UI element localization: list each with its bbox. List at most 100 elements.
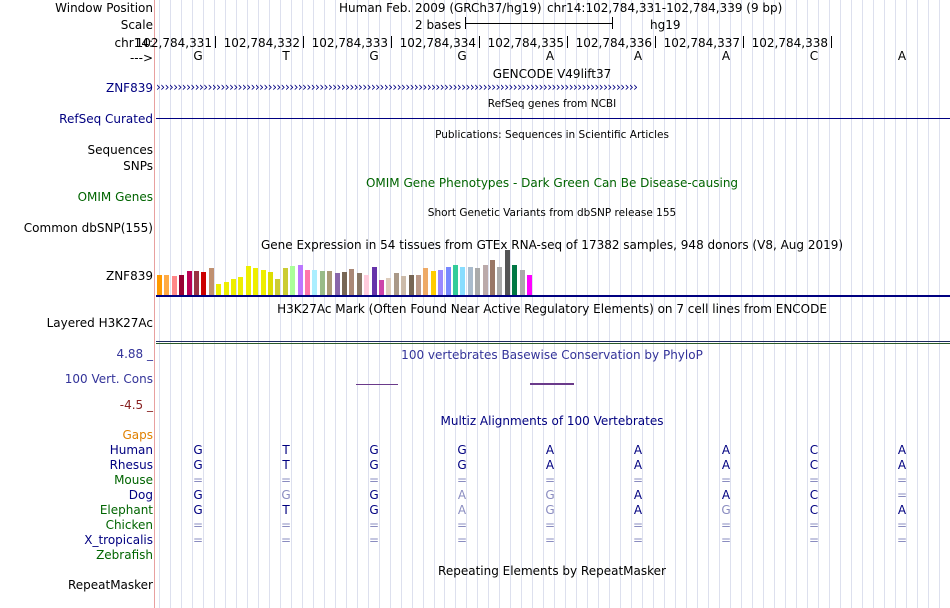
grid-line [313, 0, 314, 608]
grid-line [939, 0, 940, 608]
position-label: 102,784,337 [663, 36, 740, 50]
gtex-tissue-bar[interactable] [512, 265, 518, 295]
alignment-base: A [633, 488, 643, 502]
gtex-tissue-bar[interactable] [157, 275, 162, 295]
gtex-tissue-bar[interactable] [497, 267, 503, 295]
refseq-track-label[interactable]: RefSeq Curated [59, 112, 153, 126]
refseq-gene-line[interactable] [156, 118, 950, 119]
gtex-tissue-bar[interactable] [401, 276, 407, 295]
gtex-tissue-bar[interactable] [275, 279, 281, 295]
gtex-tissue-bar[interactable] [223, 282, 229, 295]
gtex-tissue-bar[interactable] [475, 268, 481, 295]
grid-line [752, 0, 753, 608]
gtex-tissue-bar[interactable] [327, 271, 333, 295]
gtex-tissue-bar[interactable] [201, 272, 207, 295]
grid-line [225, 0, 226, 608]
phylop-track-label[interactable]: 100 Vert. Cons [64, 372, 153, 386]
gtex-tissue-bar[interactable] [490, 260, 495, 295]
gtex-tissue-bar[interactable] [342, 272, 347, 295]
gtex-tissue-bar[interactable] [282, 268, 288, 295]
gtex-tissue-bar[interactable] [504, 250, 510, 295]
species-label[interactable]: Human [109, 443, 153, 457]
gtex-tissue-bar[interactable] [527, 275, 532, 295]
gtex-tissue-bar[interactable] [164, 275, 170, 295]
alignment-base: C [809, 503, 819, 517]
grid-line [455, 0, 456, 608]
gtex-tissue-bar[interactable] [430, 271, 436, 295]
species-label[interactable]: Mouse [114, 473, 153, 487]
omim-track-title: OMIM Gene Phenotypes - Dark Green Can Be… [365, 176, 739, 190]
grid-line [554, 0, 555, 608]
repeatmasker-track-label[interactable]: RepeatMasker [67, 578, 153, 592]
gtex-tissue-bar[interactable] [349, 269, 355, 295]
species-label[interactable]: Zebrafish [96, 548, 153, 562]
pubs-track-label[interactable]: Sequences [87, 143, 153, 157]
species-label[interactable]: Elephant [99, 503, 153, 517]
gtex-tissue-bar[interactable] [238, 277, 244, 295]
gtex-tissue-bar[interactable] [208, 268, 214, 295]
gtex-tissue-bar[interactable] [260, 270, 266, 295]
gtex-tissue-bar[interactable] [334, 273, 340, 295]
gtex-tissue-bar[interactable] [438, 270, 444, 295]
species-label[interactable]: X_tropicalis [84, 533, 153, 547]
gtex-tissue-bar[interactable] [423, 268, 429, 295]
gencode-track-label[interactable]: ZNF839 [105, 81, 153, 95]
gtex-tissue-bar[interactable] [305, 270, 310, 295]
gtex-tissue-bar[interactable] [482, 265, 488, 295]
gtex-tissue-bar[interactable] [253, 268, 259, 295]
gtex-tissue-bar[interactable] [216, 284, 222, 295]
gtex-tissue-bar[interactable] [186, 271, 192, 295]
gtex-tissue-bar[interactable] [453, 265, 458, 295]
grid-line [532, 0, 533, 608]
gtex-tissue-bar[interactable] [460, 267, 466, 295]
gtex-tissue-bar[interactable] [290, 266, 296, 295]
gtex-tissue-bar[interactable] [245, 266, 251, 295]
alignment-base: G [193, 443, 203, 457]
gtex-tissue-bar[interactable] [194, 271, 199, 295]
species-label[interactable]: Chicken [105, 518, 153, 532]
snps-track-label[interactable]: SNPs [123, 159, 153, 173]
gtex-tissue-bar[interactable] [297, 265, 303, 295]
grid-line [642, 0, 643, 608]
gtex-tissue-bar[interactable] [179, 275, 185, 295]
gtex-tissue-bar[interactable] [416, 275, 421, 295]
species-label[interactable]: Dog [128, 488, 153, 502]
grid-line [675, 0, 676, 608]
gtex-tissue-bar[interactable] [379, 280, 384, 295]
gtex-tissue-bar[interactable] [268, 272, 273, 295]
position-label: 102,784,336 [575, 36, 652, 50]
alignment-base: G [369, 488, 379, 502]
gtex-tissue-bar[interactable] [171, 276, 177, 295]
gene-model-arrows[interactable]: ››››››››››››››››››››››››››››››››››››››››… [156, 80, 638, 94]
gtex-tissue-bar[interactable] [371, 267, 377, 295]
gtex-tissue-bar[interactable] [519, 270, 525, 295]
gtex-tissue-bar[interactable] [319, 271, 325, 295]
alignment-base: G [545, 503, 555, 517]
position-label: 102,784,338 [751, 36, 828, 50]
gtex-tissue-bar[interactable] [393, 273, 399, 295]
alignment-base: = [280, 518, 292, 532]
position-readout: chr14:102,784,331-102,784,339 (9 bp) [547, 1, 783, 15]
gtex-tissue-bar[interactable] [408, 275, 414, 295]
species-label[interactable]: Rhesus [109, 458, 153, 472]
h3k27ac-track-label[interactable]: Layered H3K27Ac [46, 316, 153, 330]
gtex-tissue-bar[interactable] [445, 267, 451, 295]
alignment-base: G [457, 443, 467, 457]
gaps-label: Gaps [122, 428, 153, 442]
grid-line [499, 0, 500, 608]
omim-track-label[interactable]: OMIM Genes [77, 190, 153, 204]
gtex-tissue-bar[interactable] [467, 267, 473, 295]
gtex-tissue-bar[interactable] [231, 279, 236, 295]
gtex-tissue-bar[interactable] [364, 275, 370, 295]
gtex-tissue-bar[interactable] [386, 278, 392, 295]
dbsnp-track-label[interactable]: Common dbSNP(155) [23, 221, 153, 235]
alignment-base: G [369, 458, 379, 472]
gtex-tissue-bar[interactable] [312, 270, 318, 295]
grid-line [181, 0, 182, 608]
grid-line [851, 0, 852, 608]
gtex-tissue-bar[interactable] [356, 273, 362, 295]
grid-line [291, 0, 292, 608]
gtex-track-label[interactable]: ZNF839 [105, 269, 153, 283]
grid-line [631, 0, 632, 608]
dna-base: A [633, 49, 643, 63]
